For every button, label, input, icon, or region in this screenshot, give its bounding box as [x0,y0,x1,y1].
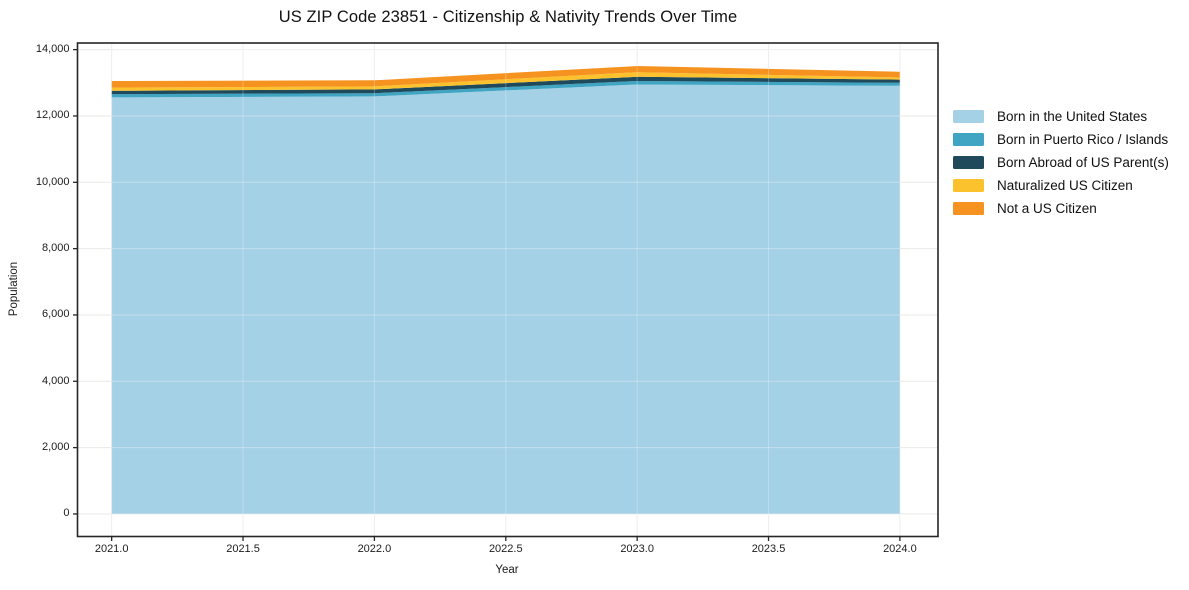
legend-swatch [953,133,984,146]
x-tick-label: 2021.0 [94,543,129,555]
y-tick-label: 8,000 [41,242,70,255]
legend-item: Not a US Citizen [953,197,1169,220]
legend-swatch [953,110,984,123]
legend-label: Born in the United States [997,109,1148,124]
area-band [111,84,900,514]
x-tick-label: 2022.5 [488,543,523,555]
legend-swatch [953,179,984,192]
y-tick-label: 12,000 [35,109,70,122]
legend-label: Born Abroad of US Parent(s) [997,155,1169,170]
x-tick-label: 2024.0 [883,543,917,555]
legend-swatch [953,202,984,215]
legend: Born in the United States Born in Puerto … [953,105,1169,220]
area-band [111,66,900,88]
x-tick-label: 2022.0 [357,543,392,555]
chart-title: US ZIP Code 23851 - Citizenship & Nativi… [278,8,738,26]
x-tick-label: 2023.5 [751,543,786,555]
axes-frame [76,42,939,538]
legend-label: Born in Puerto Rico / Islands [997,132,1169,147]
x-axis-label: Year [495,564,519,576]
x-tick-label: 2023.0 [620,543,654,555]
legend-item: Born Abroad of US Parent(s) [953,151,1169,174]
area-band [111,76,900,95]
y-tick-label: 6,000 [41,308,70,321]
y-tick-label: 2,000 [41,441,70,454]
legend-label: Naturalized US Citizen [997,178,1133,193]
legend-item: Born in the United States [953,105,1169,128]
legend-swatch [953,156,984,169]
x-tick-label: 2021.5 [226,543,260,555]
y-tick-label: 14,000 [35,43,70,56]
area-band [111,81,900,98]
y-tick-label: 0 [63,507,70,520]
area-band [111,72,900,91]
y-tick-label: 10,000 [35,175,70,188]
legend-item: Born in Puerto Rico / Islands [953,128,1169,151]
legend-label: Not a US Citizen [997,201,1097,216]
legend-item: Naturalized US Citizen [953,174,1169,197]
y-tick-label: 4,000 [41,374,70,387]
